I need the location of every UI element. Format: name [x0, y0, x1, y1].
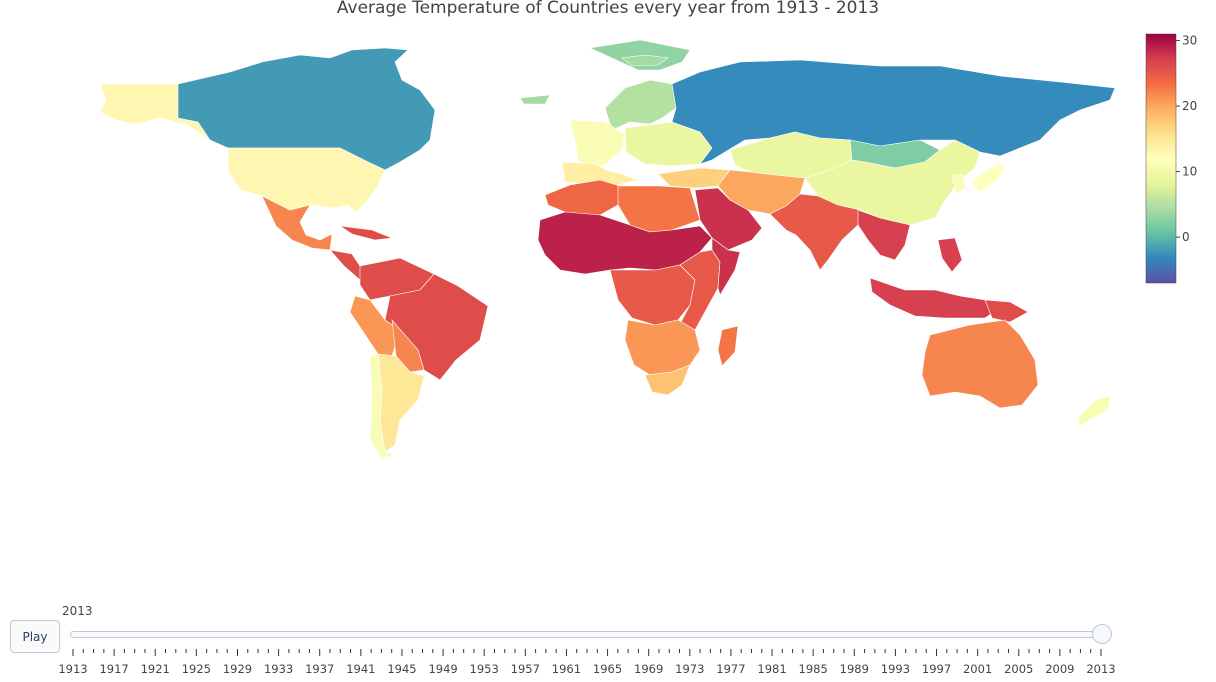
slider-tick-label[interactable]: 1993: [881, 662, 910, 676]
slider-tick-label[interactable]: 1945: [387, 662, 416, 676]
slider-tick-label[interactable]: 1913: [58, 662, 87, 676]
region-philippines[interactable]: Philippines: [937, 237, 963, 273]
slider-tick-label[interactable]: 1957: [511, 662, 540, 676]
slider-tick-label[interactable]: 1929: [223, 662, 252, 676]
slider-tick-label[interactable]: 1981: [757, 662, 786, 676]
region-mexico[interactable]: Mexico: [261, 195, 333, 251]
slider-tick-label[interactable]: 2001: [963, 662, 992, 676]
region-indonesia[interactable]: Indonesia: [869, 277, 1001, 319]
region-arabian-peninsula[interactable]: Arabian Peninsula: [694, 187, 763, 251]
region-japan[interactable]: Japan: [969, 161, 1006, 193]
region-canada[interactable]: Canada: [177, 47, 436, 171]
slider-handle[interactable]: [1092, 624, 1112, 644]
region-south-africa[interactable]: South Africa: [644, 364, 691, 396]
colorbar-tick-label: 10: [1182, 165, 1197, 179]
world-choropleth-map[interactable]: AlaskaCanadaGreenlandIcelandUnited State…: [0, 0, 1216, 600]
region-iberia-italy[interactable]: Iberia/Italy: [561, 161, 640, 187]
slider-tick-label[interactable]: 1977: [716, 662, 745, 676]
region-scandinavia[interactable]: Scandinavia: [604, 79, 677, 131]
slider-tick-label[interactable]: 1941: [346, 662, 375, 676]
colorbar: 0 10 20 30: [1145, 33, 1197, 284]
region-greenland[interactable]: Greenland: [588, 39, 691, 71]
slider-tick-label[interactable]: 1953: [470, 662, 499, 676]
region-central-africa[interactable]: Central Africa: [609, 264, 696, 326]
slider-tick-label[interactable]: 1933: [264, 662, 293, 676]
slider-tick-label[interactable]: 1973: [675, 662, 704, 676]
colorbar-gradient: [1145, 33, 1177, 284]
region-united-states[interactable]: United States: [227, 147, 386, 213]
slider-tick-label[interactable]: 2005: [1004, 662, 1033, 676]
slider-ticks: 1913 1917 1921 1925 1929 1933 1937 1941 1945 1949…: [58, 649, 1116, 676]
chart-title: Average Temperature of Countries every y…: [336, 0, 880, 18]
slider-tick-label[interactable]: 1921: [141, 662, 170, 676]
current-year-label: 2013: [62, 604, 93, 618]
slider-tick-label[interactable]: 1917: [99, 662, 128, 676]
region-madagascar[interactable]: Madagascar: [717, 325, 739, 367]
slider-tick-label[interactable]: 1989: [840, 662, 869, 676]
region-new-zealand[interactable]: New Zealand: [1077, 395, 1111, 427]
colorbar-tick-label: 20: [1182, 99, 1197, 113]
slider-tick-label[interactable]: 1965: [593, 662, 622, 676]
region-svalbard[interactable]: Svalbard: [621, 54, 669, 67]
colorbar-tick-label: 0: [1182, 230, 1190, 244]
slider-tick-label[interactable]: 2009: [1045, 662, 1074, 676]
region-north-africa[interactable]: North Africa: [544, 179, 621, 216]
region-cuba[interactable]: Cuba: [339, 225, 393, 241]
slider-track[interactable]: [70, 631, 1105, 638]
region-iceland[interactable]: Iceland: [519, 94, 551, 105]
play-button[interactable]: Play: [10, 620, 60, 653]
slider-tick-label[interactable]: 1949: [428, 662, 457, 676]
region-western-europe[interactable]: Western Europe: [569, 119, 626, 171]
slider-tick-label[interactable]: 1925: [182, 662, 211, 676]
region-horn-of-africa[interactable]: Horn of Africa: [711, 237, 741, 296]
colorbar-ticks: 0 10 20 30: [1176, 34, 1197, 244]
slider-tick-label[interactable]: 2013: [1086, 662, 1115, 676]
slider-tick-label[interactable]: 1997: [922, 662, 951, 676]
region-papua-new-guinea[interactable]: Papua New Guinea: [984, 299, 1029, 323]
region-southeast-asia[interactable]: Southeast Asia: [857, 209, 911, 261]
region-bolivia-paraguay[interactable]: Bolivia/Paraguay: [391, 319, 425, 373]
slider-tick-label[interactable]: 1937: [305, 662, 334, 676]
slider-tick-label[interactable]: 1961: [552, 662, 581, 676]
slider-tick-label[interactable]: 1969: [634, 662, 663, 676]
slider-tick-label[interactable]: 1985: [799, 662, 828, 676]
colorbar-tick-label: 30: [1182, 34, 1197, 48]
region-korea[interactable]: Korea: [951, 173, 967, 195]
region-east-africa[interactable]: East Africa: [679, 249, 721, 331]
region-india[interactable]: India: [769, 193, 861, 271]
region-chile[interactable]: Chile: [369, 353, 397, 459]
region-australia[interactable]: Australia: [921, 319, 1039, 409]
